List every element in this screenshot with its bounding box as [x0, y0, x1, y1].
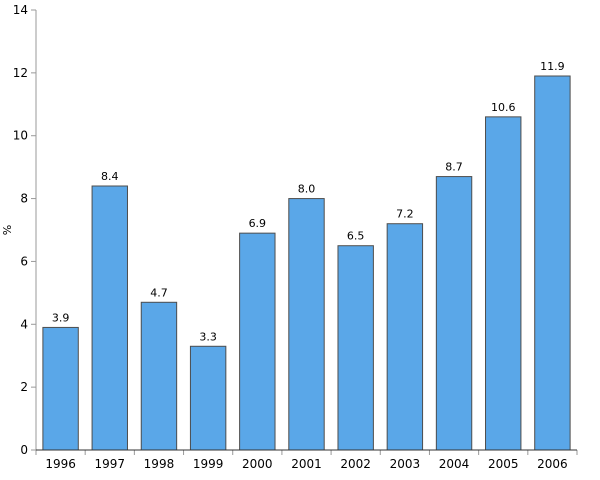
bar-2004: [435, 176, 473, 451]
x-tick-label: 1999: [193, 457, 224, 471]
bar-value-label: 8.4: [101, 170, 119, 183]
bar-2003: [386, 223, 424, 451]
x-tick-label: 2003: [390, 457, 421, 471]
y-tick-label: 4: [20, 317, 28, 331]
x-tick-label: 2000: [242, 457, 273, 471]
bar-value-label: 11.9: [540, 60, 565, 73]
x-tick-label: 2001: [291, 457, 322, 471]
x-tick-label: 2006: [537, 457, 568, 471]
y-tick-label: 0: [20, 443, 28, 457]
bar-value-label: 10.6: [491, 101, 516, 114]
bar-value-label: 3.9: [52, 311, 70, 324]
x-tick-label: 1996: [45, 457, 76, 471]
y-tick-label: 10: [13, 129, 28, 143]
bar-2002: [337, 245, 374, 451]
bar-2005: [485, 116, 522, 451]
bar-2000: [239, 232, 276, 451]
bar-1998: [140, 301, 178, 451]
y-tick-label: 14: [13, 3, 28, 17]
bar-value-label: 3.3: [199, 330, 217, 343]
bar-2006: [534, 75, 571, 451]
bar-2001: [288, 198, 325, 451]
y-tick-label: 2: [20, 380, 28, 394]
bar-value-label: 6.9: [249, 217, 267, 230]
bar-1996: [42, 326, 79, 451]
bar-value-label: 8.0: [298, 183, 316, 196]
x-tick-label: 1998: [144, 457, 175, 471]
bar-1997: [91, 185, 128, 451]
bar-value-label: 7.2: [396, 208, 414, 221]
x-tick-label: 1997: [94, 457, 125, 471]
bar-value-label: 6.5: [347, 230, 365, 243]
y-axis-title: %: [1, 225, 14, 235]
x-tick-label: 2005: [488, 457, 519, 471]
x-tick-label: 2002: [340, 457, 371, 471]
x-tick-label: 2004: [439, 457, 470, 471]
bar-value-label: 8.7: [445, 161, 463, 174]
bar-value-label: 4.7: [150, 286, 168, 299]
y-tick-label: 12: [13, 66, 28, 80]
y-tick-label: 8: [20, 192, 28, 206]
y-tick-label: 6: [20, 254, 28, 268]
bar-1999: [189, 345, 227, 451]
